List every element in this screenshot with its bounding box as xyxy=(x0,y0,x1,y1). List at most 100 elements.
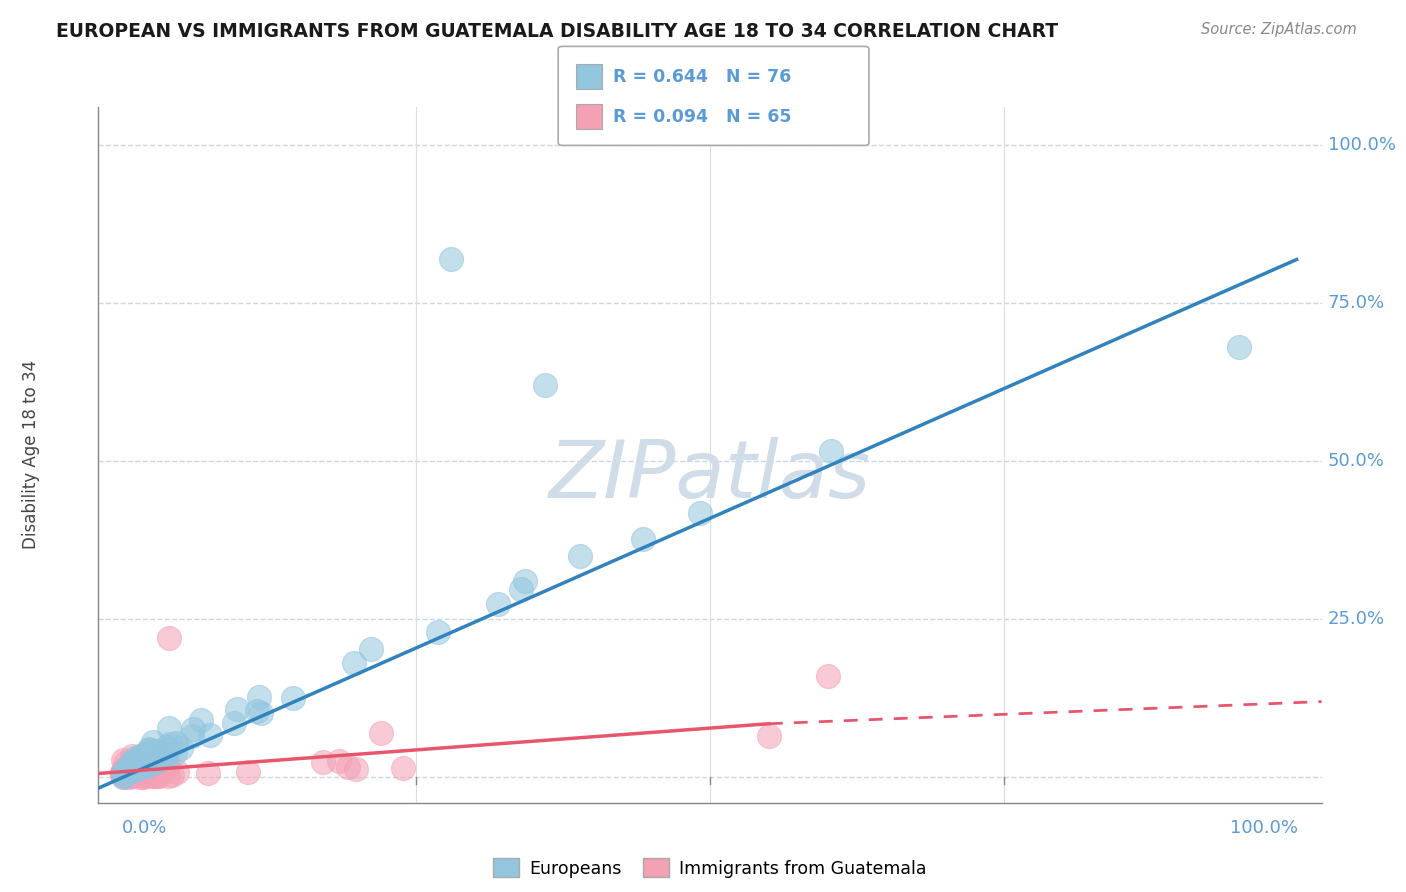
Text: R = 0.644   N = 76: R = 0.644 N = 76 xyxy=(613,68,792,86)
Point xyxy=(128,764,150,779)
Point xyxy=(312,755,335,769)
Point xyxy=(124,767,146,781)
Point xyxy=(117,769,139,783)
Point xyxy=(124,751,146,765)
Point xyxy=(337,759,360,773)
Point xyxy=(509,582,531,597)
Point xyxy=(128,750,150,764)
Point xyxy=(153,761,176,775)
Point xyxy=(246,704,269,718)
Point xyxy=(150,749,173,764)
Point xyxy=(142,734,165,748)
Point xyxy=(112,767,135,781)
Point xyxy=(118,762,141,776)
Point xyxy=(160,768,183,782)
Point xyxy=(118,764,141,778)
Point xyxy=(758,730,780,744)
Point xyxy=(121,769,143,783)
Point xyxy=(115,767,138,781)
Point xyxy=(515,574,537,588)
Point xyxy=(136,767,159,781)
Point xyxy=(136,768,159,782)
Point xyxy=(153,747,176,761)
Point xyxy=(118,763,141,777)
Point xyxy=(568,549,591,563)
Point xyxy=(129,748,152,763)
Text: 75.0%: 75.0% xyxy=(1327,294,1385,312)
Point xyxy=(120,766,142,780)
Text: EUROPEAN VS IMMIGRANTS FROM GUATEMALA DISABILITY AGE 18 TO 34 CORRELATION CHART: EUROPEAN VS IMMIGRANTS FROM GUATEMALA DI… xyxy=(56,22,1059,41)
Point xyxy=(134,769,156,783)
Point xyxy=(155,748,177,763)
Point xyxy=(344,762,367,776)
Point xyxy=(136,758,159,772)
Point xyxy=(121,749,143,764)
Point xyxy=(124,759,146,773)
Point xyxy=(136,757,159,772)
Point xyxy=(142,769,165,783)
Point xyxy=(124,755,146,769)
Text: 50.0%: 50.0% xyxy=(1327,452,1385,470)
Text: R = 0.094   N = 65: R = 0.094 N = 65 xyxy=(613,108,792,126)
Text: ZIPatlas: ZIPatlas xyxy=(548,437,872,515)
Point xyxy=(166,764,188,779)
Point xyxy=(170,741,193,756)
Point xyxy=(631,532,654,546)
Point xyxy=(129,749,152,764)
Point xyxy=(134,757,156,772)
Point xyxy=(111,765,134,780)
Point xyxy=(238,765,260,780)
Point xyxy=(145,755,167,769)
Point xyxy=(141,751,163,765)
Point xyxy=(152,751,174,765)
Point xyxy=(817,669,839,683)
Point xyxy=(440,252,463,266)
Text: Disability Age 18 to 34: Disability Age 18 to 34 xyxy=(22,360,41,549)
Point xyxy=(159,737,181,751)
Point xyxy=(148,769,170,783)
Point xyxy=(111,766,134,780)
Point xyxy=(125,758,148,772)
Point xyxy=(124,754,146,768)
Point xyxy=(138,742,160,756)
Point xyxy=(143,752,166,766)
Point xyxy=(148,762,170,776)
Point xyxy=(120,768,142,782)
Point xyxy=(165,736,187,750)
Point xyxy=(181,722,204,736)
Point xyxy=(343,657,366,671)
Point xyxy=(132,770,155,784)
Point xyxy=(165,746,187,760)
Point xyxy=(138,747,160,761)
Point xyxy=(131,768,153,782)
Point xyxy=(249,706,271,720)
Point xyxy=(143,759,166,773)
Point xyxy=(118,765,141,780)
Point xyxy=(114,765,136,780)
Point xyxy=(145,744,167,758)
Legend: Europeans, Immigrants from Guatemala: Europeans, Immigrants from Guatemala xyxy=(486,851,934,885)
Point xyxy=(111,770,134,784)
Point xyxy=(117,763,139,777)
Point xyxy=(281,690,304,705)
Point xyxy=(689,506,711,520)
Point xyxy=(129,770,152,784)
Point xyxy=(131,758,153,772)
Point xyxy=(128,756,150,770)
Point xyxy=(142,769,165,783)
Point xyxy=(112,770,135,784)
Text: 0.0%: 0.0% xyxy=(122,819,167,837)
Point xyxy=(225,702,247,716)
Point xyxy=(127,764,149,778)
Point xyxy=(120,764,142,778)
Point xyxy=(134,747,156,762)
Point xyxy=(820,444,842,458)
Point xyxy=(112,768,135,782)
Point xyxy=(120,760,142,774)
Point xyxy=(157,632,180,646)
Point xyxy=(124,763,146,777)
Point xyxy=(149,752,172,766)
Point xyxy=(138,743,160,757)
Point xyxy=(131,756,153,771)
Point xyxy=(131,755,153,769)
